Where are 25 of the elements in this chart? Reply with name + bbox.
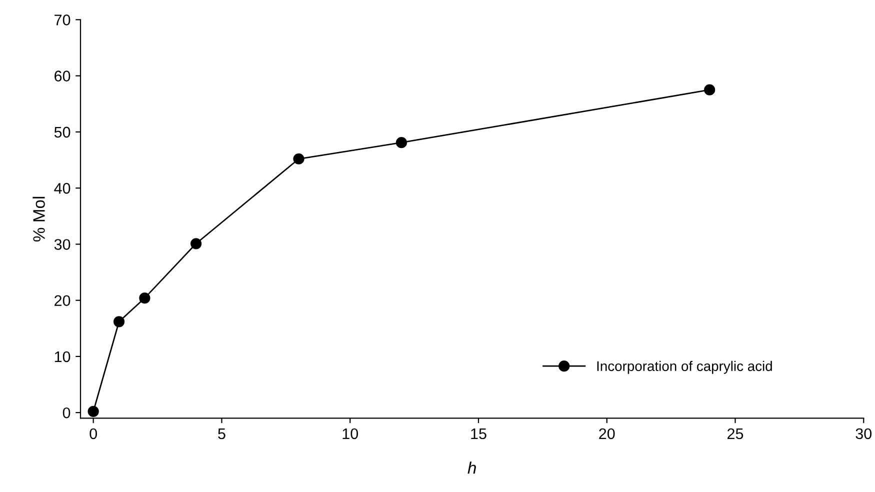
y-tick-label: 60 [54,70,70,82]
point [190,238,202,250]
y-tick-label: 40 [54,182,70,194]
y-tick-label: 30 [54,239,70,250]
x-tick-label: 5 [218,428,226,440]
y-tick-label: 70 [54,14,70,26]
x-tick-label: 15 [471,428,486,440]
x-tick-label: 0 [90,428,97,440]
y-tick-label: 0 [62,407,70,418]
x-tick-label: 20 [599,428,615,440]
y-tick-label: 20 [54,295,70,306]
point [88,406,99,418]
y-tick-label: 10 [54,351,70,362]
point [293,153,304,164]
x-axis-title: h [468,462,476,474]
x-tick-label: 10 [342,428,358,440]
x-tick-label: 30 [856,428,872,440]
legend-label: Incorporation of caprylic acid [597,360,772,374]
point [396,137,408,148]
point [113,316,125,328]
x-tick-label: 25 [728,428,744,440]
y-axis-title: % Mol [32,196,45,242]
y-tick-label: 50 [54,126,70,138]
point [139,292,150,304]
point [704,84,716,96]
